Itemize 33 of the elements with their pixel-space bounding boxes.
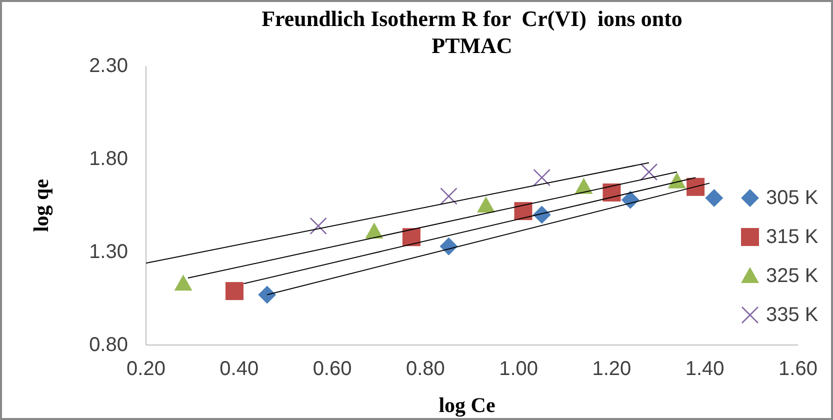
point — [705, 189, 724, 208]
point — [532, 206, 551, 224]
chart-title: Freundlich Isotherm R for Cr(VI) ions onto PTMAC — [262, 6, 682, 58]
y-tick-label: 1.30 — [89, 241, 128, 263]
point — [668, 172, 686, 188]
x-tick-label: 0.60 — [312, 358, 352, 380]
point — [440, 188, 458, 205]
x-tick-label: 0.40 — [220, 358, 259, 380]
y-tick-label: 0.80 — [89, 334, 128, 356]
point — [640, 163, 658, 181]
y-tick-label: 1.80 — [89, 148, 128, 170]
y-tick-label: 2.30 — [89, 55, 128, 77]
y-axis-title: log qe — [29, 178, 53, 232]
x-axis-title: log Ce — [438, 393, 496, 417]
point — [440, 237, 458, 256]
point — [476, 196, 495, 212]
legend-label: 315 K — [766, 226, 819, 248]
x-tick-label: 1.60 — [778, 358, 818, 380]
x-tick-label: 1.20 — [592, 358, 632, 380]
point — [365, 222, 384, 239]
legend-label: 335 K — [766, 304, 819, 326]
point — [533, 168, 551, 186]
point — [258, 286, 276, 304]
legend-label: 305 K — [766, 187, 819, 209]
x-tick-label: 1.00 — [499, 358, 538, 380]
x-tick-label: 0.20 — [126, 358, 166, 380]
x-tick-label: 0.80 — [406, 358, 445, 380]
legend-label: 325 K — [766, 265, 819, 287]
x-tick-label: 1.40 — [685, 358, 724, 380]
point — [225, 282, 244, 300]
point — [174, 274, 192, 291]
point — [310, 217, 327, 235]
point — [686, 178, 705, 196]
